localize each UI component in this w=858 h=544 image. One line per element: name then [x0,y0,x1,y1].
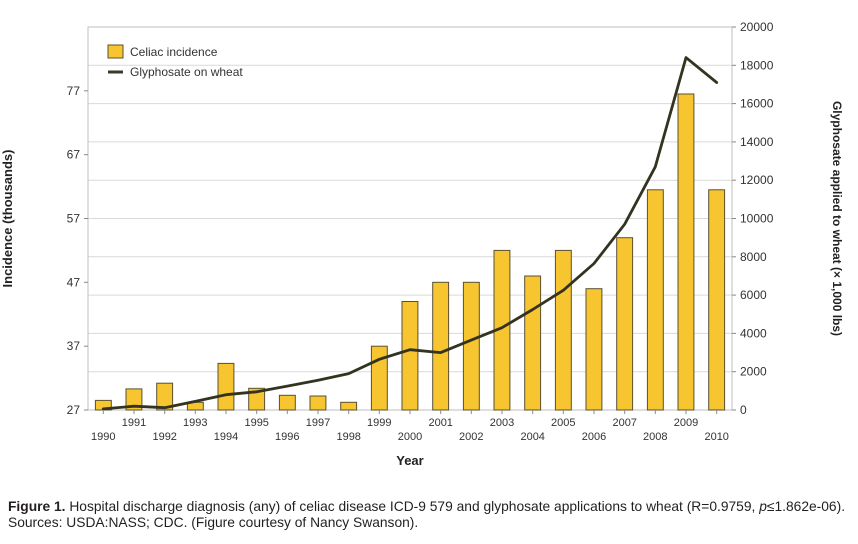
svg-text:1994: 1994 [214,431,238,443]
svg-text:2003: 2003 [490,417,514,429]
svg-text:1991: 1991 [122,417,146,429]
svg-text:1998: 1998 [336,431,360,443]
svg-text:1995: 1995 [244,417,268,429]
svg-text:57: 57 [67,212,81,226]
svg-text:12000: 12000 [740,173,774,187]
svg-text:2000: 2000 [398,431,422,443]
svg-text:1992: 1992 [152,431,176,443]
svg-text:1990: 1990 [91,431,115,443]
svg-text:1993: 1993 [183,417,207,429]
svg-text:Glyphosate applied to wheat (×: Glyphosate applied to wheat (× 1,000 lbs… [830,101,844,336]
svg-text:20000: 20000 [740,20,774,34]
svg-text:27: 27 [67,403,81,417]
svg-text:Year: Year [396,453,423,468]
svg-text:2008: 2008 [643,431,667,443]
svg-text:10000: 10000 [740,212,774,226]
svg-text:1999: 1999 [367,417,391,429]
svg-text:2010: 2010 [704,431,728,443]
svg-text:2001: 2001 [428,417,452,429]
svg-text:67: 67 [67,148,81,162]
svg-text:2006: 2006 [582,431,606,443]
svg-text:14000: 14000 [740,135,774,149]
svg-text:2004: 2004 [520,431,544,443]
svg-text:2005: 2005 [551,417,575,429]
svg-text:16000: 16000 [740,97,774,111]
svg-text:2000: 2000 [740,365,767,379]
svg-text:1997: 1997 [306,417,330,429]
svg-text:77: 77 [67,84,81,98]
svg-text:47: 47 [67,275,81,289]
svg-text:0: 0 [740,403,747,417]
svg-text:6000: 6000 [740,288,767,302]
svg-text:4000: 4000 [740,326,767,340]
svg-text:8000: 8000 [740,250,767,264]
svg-text:18000: 18000 [740,58,774,72]
svg-text:1996: 1996 [275,431,299,443]
svg-text:Incidence (thousands): Incidence (thousands) [0,150,15,288]
svg-text:2002: 2002 [459,431,483,443]
svg-text:37: 37 [67,339,81,353]
svg-text:2007: 2007 [612,417,636,429]
svg-text:Glyphosate on wheat: Glyphosate on wheat [130,65,243,79]
svg-text:Celiac incidence: Celiac incidence [130,45,218,59]
svg-text:2009: 2009 [674,417,698,429]
